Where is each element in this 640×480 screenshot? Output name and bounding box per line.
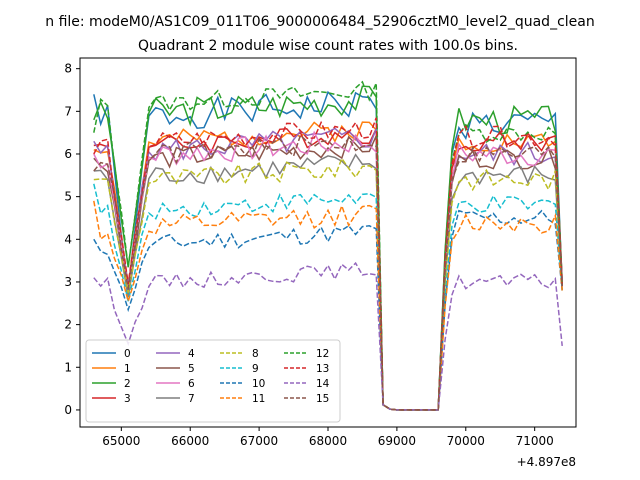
y-tick-label: 2 [64, 318, 72, 332]
y-tick-label: 4 [64, 232, 72, 246]
legend-entry: 10 [252, 378, 265, 390]
series-line-12 [93, 80, 563, 411]
x-tick-label: 67000 [240, 434, 278, 448]
x-tick-label: 69000 [378, 434, 416, 448]
legend-entry: 12 [316, 348, 329, 360]
x-tick-label: 71000 [516, 434, 554, 448]
x-tick-label: 66000 [171, 434, 209, 448]
y-tick-label: 8 [64, 62, 72, 76]
x-tick-label: 65000 [102, 434, 140, 448]
series-line-8 [93, 156, 563, 411]
y-tick-label: 7 [64, 104, 72, 118]
y-tick-label: 1 [64, 360, 72, 374]
series-line-14 [93, 261, 563, 411]
legend-entry: 11 [252, 393, 265, 405]
series-line-0 [93, 90, 563, 411]
legend-entry: 4 [188, 348, 195, 360]
x-axis: 65000 66000 67000 68000 69000 70000 71000 [102, 427, 554, 448]
series-line-5 [93, 135, 563, 411]
legend-entry: 7 [188, 393, 195, 405]
y-tick-label: 5 [64, 190, 72, 204]
x-offset-label: +4.897e8 [517, 455, 576, 469]
series-line-15 [93, 134, 563, 411]
y-tick-label: 6 [64, 147, 72, 161]
legend-entry: 2 [124, 378, 131, 390]
series-line-4 [93, 127, 563, 411]
legend-entry: 14 [316, 378, 330, 390]
legend-entry: 3 [124, 393, 131, 405]
figure-suptitle: n file: modeM0/AS1C09_011T06_9000006484_… [45, 14, 594, 30]
series-line-13 [93, 117, 563, 411]
legend-entry: 15 [316, 393, 329, 405]
legend-entry: 1 [124, 363, 131, 375]
y-tick-label: 3 [64, 275, 72, 289]
legend-entry: 5 [188, 363, 195, 375]
legend-entry: 13 [316, 363, 329, 375]
series-line-2 [93, 85, 563, 411]
series-line-6 [93, 130, 563, 411]
legend-entry: 0 [124, 348, 131, 360]
series-lines [93, 80, 563, 411]
legend-entry: 6 [188, 378, 195, 390]
series-line-11 [93, 200, 563, 411]
legend-entry: 8 [252, 348, 259, 360]
series-line-9 [93, 183, 563, 411]
chart-title: Quadrant 2 module wise count rates with … [138, 38, 518, 54]
x-tick-label: 70000 [447, 434, 485, 448]
y-axis: 0 1 2 3 4 5 6 7 8 [64, 62, 80, 417]
series-line-7 [93, 153, 563, 411]
legend-entry: 9 [252, 363, 259, 375]
series-line-10 [93, 209, 563, 411]
y-tick-label: 0 [64, 403, 72, 417]
legend-box [85, 339, 341, 423]
x-tick-label: 68000 [309, 434, 347, 448]
